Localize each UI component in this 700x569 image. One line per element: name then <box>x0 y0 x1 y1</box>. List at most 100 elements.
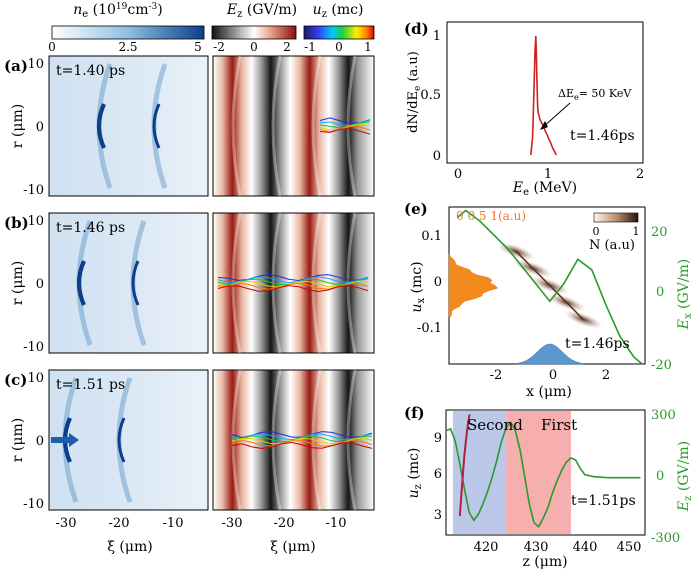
panel-d-ytick: 0.5 <box>420 88 441 103</box>
right-xlabel: ξ (μm) <box>270 539 315 555</box>
colorbar-momentum-tick: -1 <box>304 40 316 54</box>
panel-e-right-label: Ex (GV/m) <box>676 259 694 331</box>
left-ytick: -10 <box>23 497 44 512</box>
x-histogram <box>515 343 585 365</box>
panel-f-right-tick: 300 <box>651 408 676 423</box>
uz-line <box>458 414 471 516</box>
panel-d-ytick: 0 <box>433 149 441 164</box>
colorbar-momentum-tick: 1 <box>364 40 372 54</box>
panel-d-ylabel: dN/dEe (a.u) <box>406 51 423 133</box>
colorbar-density-scale <box>51 25 205 40</box>
panel-e-hist-scale: 0 0.5 1(a.u) <box>456 209 526 223</box>
left-xtick: -30 <box>56 516 77 531</box>
left-ytick: 10 <box>27 57 44 72</box>
colorbar-density-label: ne (1019cm-3) <box>73 2 163 20</box>
panel-e-label: (e) <box>404 200 428 218</box>
field-wave-curvature <box>231 55 242 197</box>
panel-f: (f) Second First t=1.51ps uz (mc) 9 6 3 … <box>404 404 694 569</box>
panel-e-right-tick: 20 <box>651 225 668 240</box>
colorbar-momentum-label: uz (mc) <box>313 2 364 20</box>
panel-e-ytick: 0.1 <box>421 229 442 244</box>
trajectory-line <box>231 442 373 450</box>
row-time: t=1.51 ps <box>56 377 125 393</box>
trajectory-line <box>231 437 373 445</box>
panel-e-xlabel: x (μm) <box>526 384 572 400</box>
panel-f-time: t=1.51ps <box>571 493 636 509</box>
panel-e-right-tick: -20 <box>651 358 672 373</box>
panel-e-colorbar <box>593 212 639 223</box>
colorbar-field-scale <box>211 25 297 40</box>
panel-e-xtick: 2 <box>602 368 610 383</box>
left-ytick: -10 <box>23 340 44 355</box>
panel-f-right-tick: 0 <box>656 469 664 484</box>
field-wave-curvature <box>231 369 242 511</box>
left-ylabel: r (μm) <box>10 418 26 462</box>
panel-f-plot <box>445 411 641 534</box>
row-label: (c) <box>4 371 27 389</box>
panel-f-region-second: Second <box>467 416 523 434</box>
electron-bunch-arrow <box>51 433 79 447</box>
panel-f-xtick: 450 <box>617 540 642 555</box>
colorbar-field-tick: 0 <box>250 40 258 54</box>
colorbar-density-tick: 2.5 <box>118 40 137 54</box>
panel-d-label: (d) <box>404 20 429 38</box>
left-xtick: -30 <box>222 516 243 531</box>
panel-f-xlabel: z (μm) <box>522 554 567 569</box>
ex-line <box>456 209 643 365</box>
simulation-panels: (a) t=1.40 ps 10 0 -10 r (μm) (b) t=1.46 ps 10 0 -… <box>4 55 375 555</box>
panel-e-ytick: 0 <box>434 275 442 290</box>
panel-d-annotation: ΔEe= 50 KeV <box>558 87 632 102</box>
panel-d-xlabel: Ee (MeV) <box>512 180 577 198</box>
panel-e-xtick: 0 <box>549 368 557 383</box>
left-ytick: 0 <box>36 277 44 292</box>
trajectory-line <box>217 285 369 293</box>
density-spike <box>152 103 161 149</box>
trajectory-line <box>217 282 369 290</box>
panel-d-xtick: 1 <box>544 167 552 182</box>
panel-d: (d) dN/dEe (a.u) Ee (MeV) 0 1 2 1 0.5 0 … <box>404 20 644 198</box>
left-ytick: 0 <box>36 120 44 135</box>
panel-d-annotation-arrowhead <box>540 121 548 130</box>
spectrum-line <box>530 35 558 156</box>
row-label: (a) <box>4 57 28 75</box>
panel-f-ytick: 9 <box>434 431 442 446</box>
panel-f-ylabel: uz (mc) <box>406 448 424 499</box>
panel-f-right-tick: -300 <box>651 531 680 546</box>
colorbar-density: ne (1019cm-3) 0 2.5 5 <box>48 2 205 54</box>
colorbar-momentum: uz (mc) -1 0 1 <box>303 2 375 54</box>
colorbar-density-tick: 0 <box>48 40 56 54</box>
panel-f-ytick: 3 <box>434 508 442 523</box>
left-ytick: -10 <box>23 183 44 198</box>
panel-e-time: t=1.46ps <box>565 336 630 352</box>
trajectory-line <box>319 126 371 133</box>
trajectory-line <box>217 274 369 281</box>
left-ytick: 0 <box>36 434 44 449</box>
trajectory-line <box>319 128 371 135</box>
phase-space-core <box>515 250 584 321</box>
panel-f-label: (f) <box>404 404 425 422</box>
ux-histogram <box>448 253 499 318</box>
panel-e-cbar-tick: 1 <box>633 225 640 238</box>
panel-d-xtick: 0 <box>454 167 462 182</box>
panel-e-xtick: -2 <box>490 368 503 383</box>
panel-e-ylabel: ux (mc) <box>409 261 427 312</box>
colorbar-momentum-tick: 0 <box>335 40 343 54</box>
panel-e-ytick: -0.1 <box>417 321 442 336</box>
panel-e-cbar-label: N (a.u) <box>589 238 635 253</box>
field-wave-curvature <box>231 212 242 354</box>
left-xlabel: ξ (μm) <box>107 539 152 555</box>
left-xtick: -10 <box>326 516 347 531</box>
sim-row: (b) t=1.46 ps 10 0 -10 r (μm) <box>4 212 375 355</box>
density-panel <box>48 55 209 197</box>
panel-f-xtick: 440 <box>573 540 598 555</box>
left-xtick: -10 <box>163 516 184 531</box>
colorbar-field-label: Ez (GV/m) <box>226 2 297 20</box>
density-panel <box>48 212 209 354</box>
trajectory-line <box>319 121 371 129</box>
field-wave-curvature <box>311 55 322 197</box>
left-xtick: -20 <box>109 516 130 531</box>
density-spike <box>76 260 86 306</box>
panel-f-ytick: 6 <box>434 467 442 482</box>
panel-e-right-tick: 0 <box>656 285 664 300</box>
